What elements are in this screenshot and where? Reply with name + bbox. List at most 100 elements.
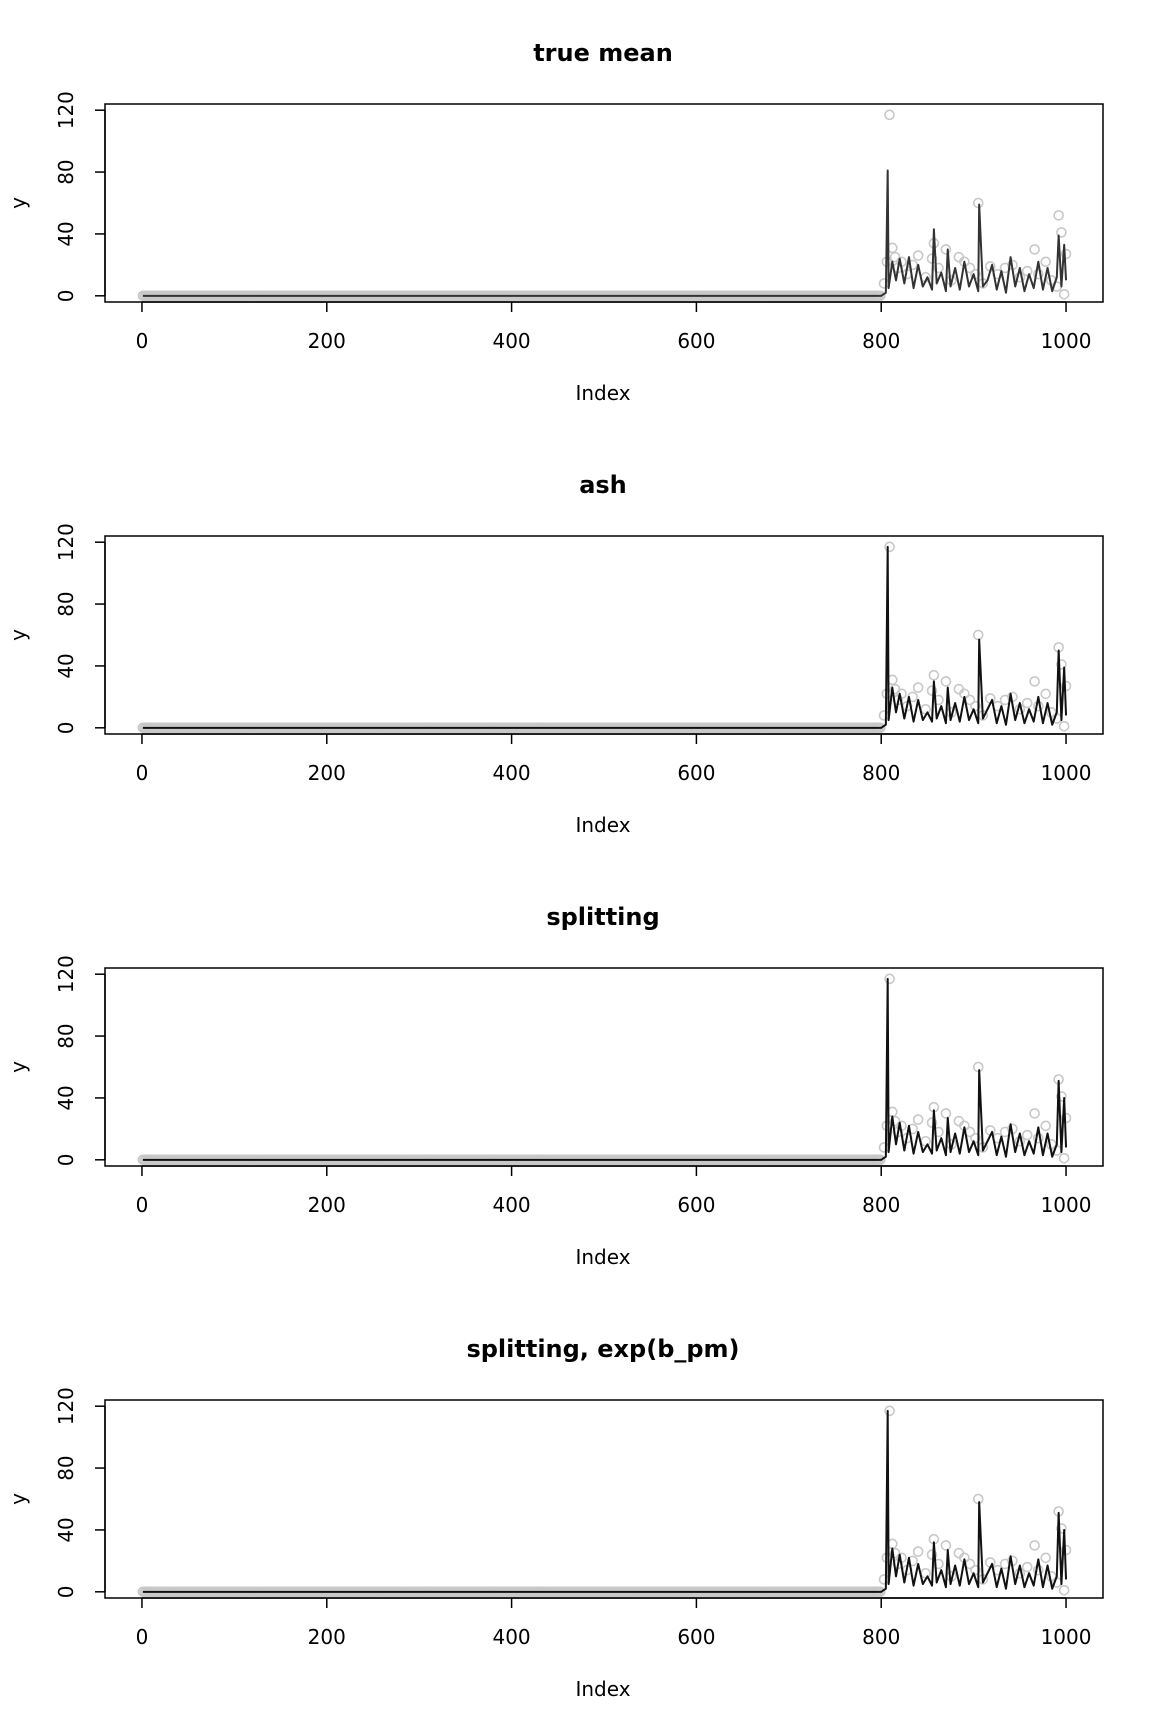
- data-point: [933, 1558, 944, 1570]
- x-axis-label: Index: [575, 381, 630, 405]
- data-point: [1029, 244, 1040, 255]
- data-point: [940, 676, 952, 687]
- y-tick-label: 40: [54, 1517, 78, 1542]
- data-point: [1033, 1132, 1044, 1144]
- y-tick-label: 120: [54, 523, 78, 561]
- data-point: [912, 1546, 924, 1557]
- plot-frame: [104, 1399, 1104, 1599]
- panel-0: true mean 0 200 400 600 800 1000 Index 0 40 80 120 y: [6, 39, 1104, 405]
- y-tick-label: 120: [54, 91, 78, 129]
- x-tick-label: 600: [677, 1193, 715, 1217]
- x-tick-label: 800: [862, 761, 900, 785]
- y-tick-label: 80: [54, 591, 78, 616]
- plot-frame: [104, 535, 1104, 735]
- data-point: [912, 682, 924, 693]
- data-point: [933, 262, 944, 274]
- y-tick-label: 0: [54, 721, 78, 734]
- y-tick-label: 40: [54, 653, 78, 678]
- data-point: [884, 1405, 895, 1417]
- x-tick-label: 200: [308, 329, 346, 353]
- data-point: [920, 1135, 931, 1147]
- data-point: [1058, 1152, 1070, 1164]
- x-axis-label: Index: [575, 1677, 630, 1701]
- panel-3: splitting, exp(b_pm)0 200 400 600 800 1000Ind…: [6, 1335, 1104, 1701]
- chart-title: splitting: [546, 903, 659, 931]
- y-axis-label: y: [6, 1493, 30, 1505]
- x-tick-label: 600: [677, 761, 715, 785]
- data-point: [1058, 1584, 1070, 1596]
- data-point: [878, 1574, 890, 1585]
- data-point: [940, 1540, 952, 1551]
- y-tick-label: 80: [54, 1023, 78, 1048]
- data-point: [1029, 676, 1040, 687]
- data-point: [884, 973, 895, 985]
- data-point: [1040, 1120, 1052, 1132]
- data-point: [1033, 1564, 1044, 1576]
- plot-frame: [104, 967, 1104, 1167]
- data-point: [1058, 720, 1070, 732]
- plot-data: [137, 1405, 1072, 1598]
- x-tick-label: 0: [136, 329, 149, 353]
- data-point: [1056, 659, 1067, 670]
- data-point: [912, 250, 924, 261]
- y-tick-label: 80: [54, 1455, 78, 1480]
- data-point: [878, 1142, 890, 1153]
- data-point: [1056, 227, 1067, 238]
- x-axis-label: Index: [575, 1245, 630, 1269]
- data-point: [884, 109, 895, 121]
- x-tick-label: 1000: [1041, 1193, 1092, 1217]
- data-point: [884, 541, 895, 553]
- series-line: [142, 169, 1068, 297]
- x-tick-label: 400: [492, 1625, 530, 1649]
- y-tick-label: 0: [54, 1153, 78, 1166]
- data-point: [1021, 1129, 1033, 1141]
- data-point: [1021, 697, 1033, 709]
- x-tick-label: 200: [308, 761, 346, 785]
- data-point: [1053, 210, 1064, 221]
- data-point: [972, 629, 984, 641]
- panel-2: splitting 0 200 400 600 800 1000 Index 0 40 80 120 y: [6, 903, 1104, 1269]
- data-point: [940, 1108, 952, 1119]
- series-line: [142, 1409, 1068, 1593]
- y-tick-label: 120: [54, 955, 78, 993]
- x-tick-label: 400: [492, 1193, 530, 1217]
- data-point: [926, 685, 938, 696]
- x-tick-label: 0: [136, 1193, 149, 1217]
- y-axis-label: y: [6, 1061, 30, 1073]
- data-point: [1021, 1561, 1033, 1573]
- y-tick-label: 80: [54, 159, 78, 184]
- data-point: [1040, 688, 1052, 700]
- x-tick-label: 200: [308, 1625, 346, 1649]
- x-tick-label: 800: [862, 1193, 900, 1217]
- data-point: [1060, 248, 1072, 260]
- data-point: [926, 1549, 938, 1560]
- data-point: [878, 278, 890, 289]
- data-point: [1040, 1552, 1052, 1564]
- x-tick-label: 1000: [1041, 761, 1092, 785]
- y-tick-label: 40: [54, 1085, 78, 1110]
- x-tick-label: 400: [492, 761, 530, 785]
- y-tick-label: 0: [54, 1585, 78, 1598]
- x-tick-label: 800: [862, 329, 900, 353]
- plot-data: [137, 109, 1072, 302]
- x-axis-label: Index: [575, 813, 630, 837]
- data-point: [970, 1132, 981, 1144]
- data-point: [933, 1126, 944, 1138]
- x-tick-label: 0: [136, 761, 149, 785]
- data-point: [970, 1564, 981, 1576]
- x-tick-label: 1000: [1041, 1625, 1092, 1649]
- series-line: [142, 545, 1068, 729]
- data-point: [1040, 256, 1052, 268]
- data-point: [1033, 268, 1044, 280]
- panel-1: ash 0 200 400 600 800 1000 Index 0 40 80 120 y: [6, 471, 1104, 837]
- data-point: [1058, 288, 1070, 300]
- series-line: [142, 977, 1068, 1161]
- x-tick-label: 1000: [1041, 329, 1092, 353]
- x-tick-label: 400: [492, 329, 530, 353]
- chart-title: true mean: [533, 39, 673, 67]
- x-tick-label: 800: [862, 1625, 900, 1649]
- data-point: [926, 1117, 938, 1128]
- data-point: [1029, 1540, 1040, 1551]
